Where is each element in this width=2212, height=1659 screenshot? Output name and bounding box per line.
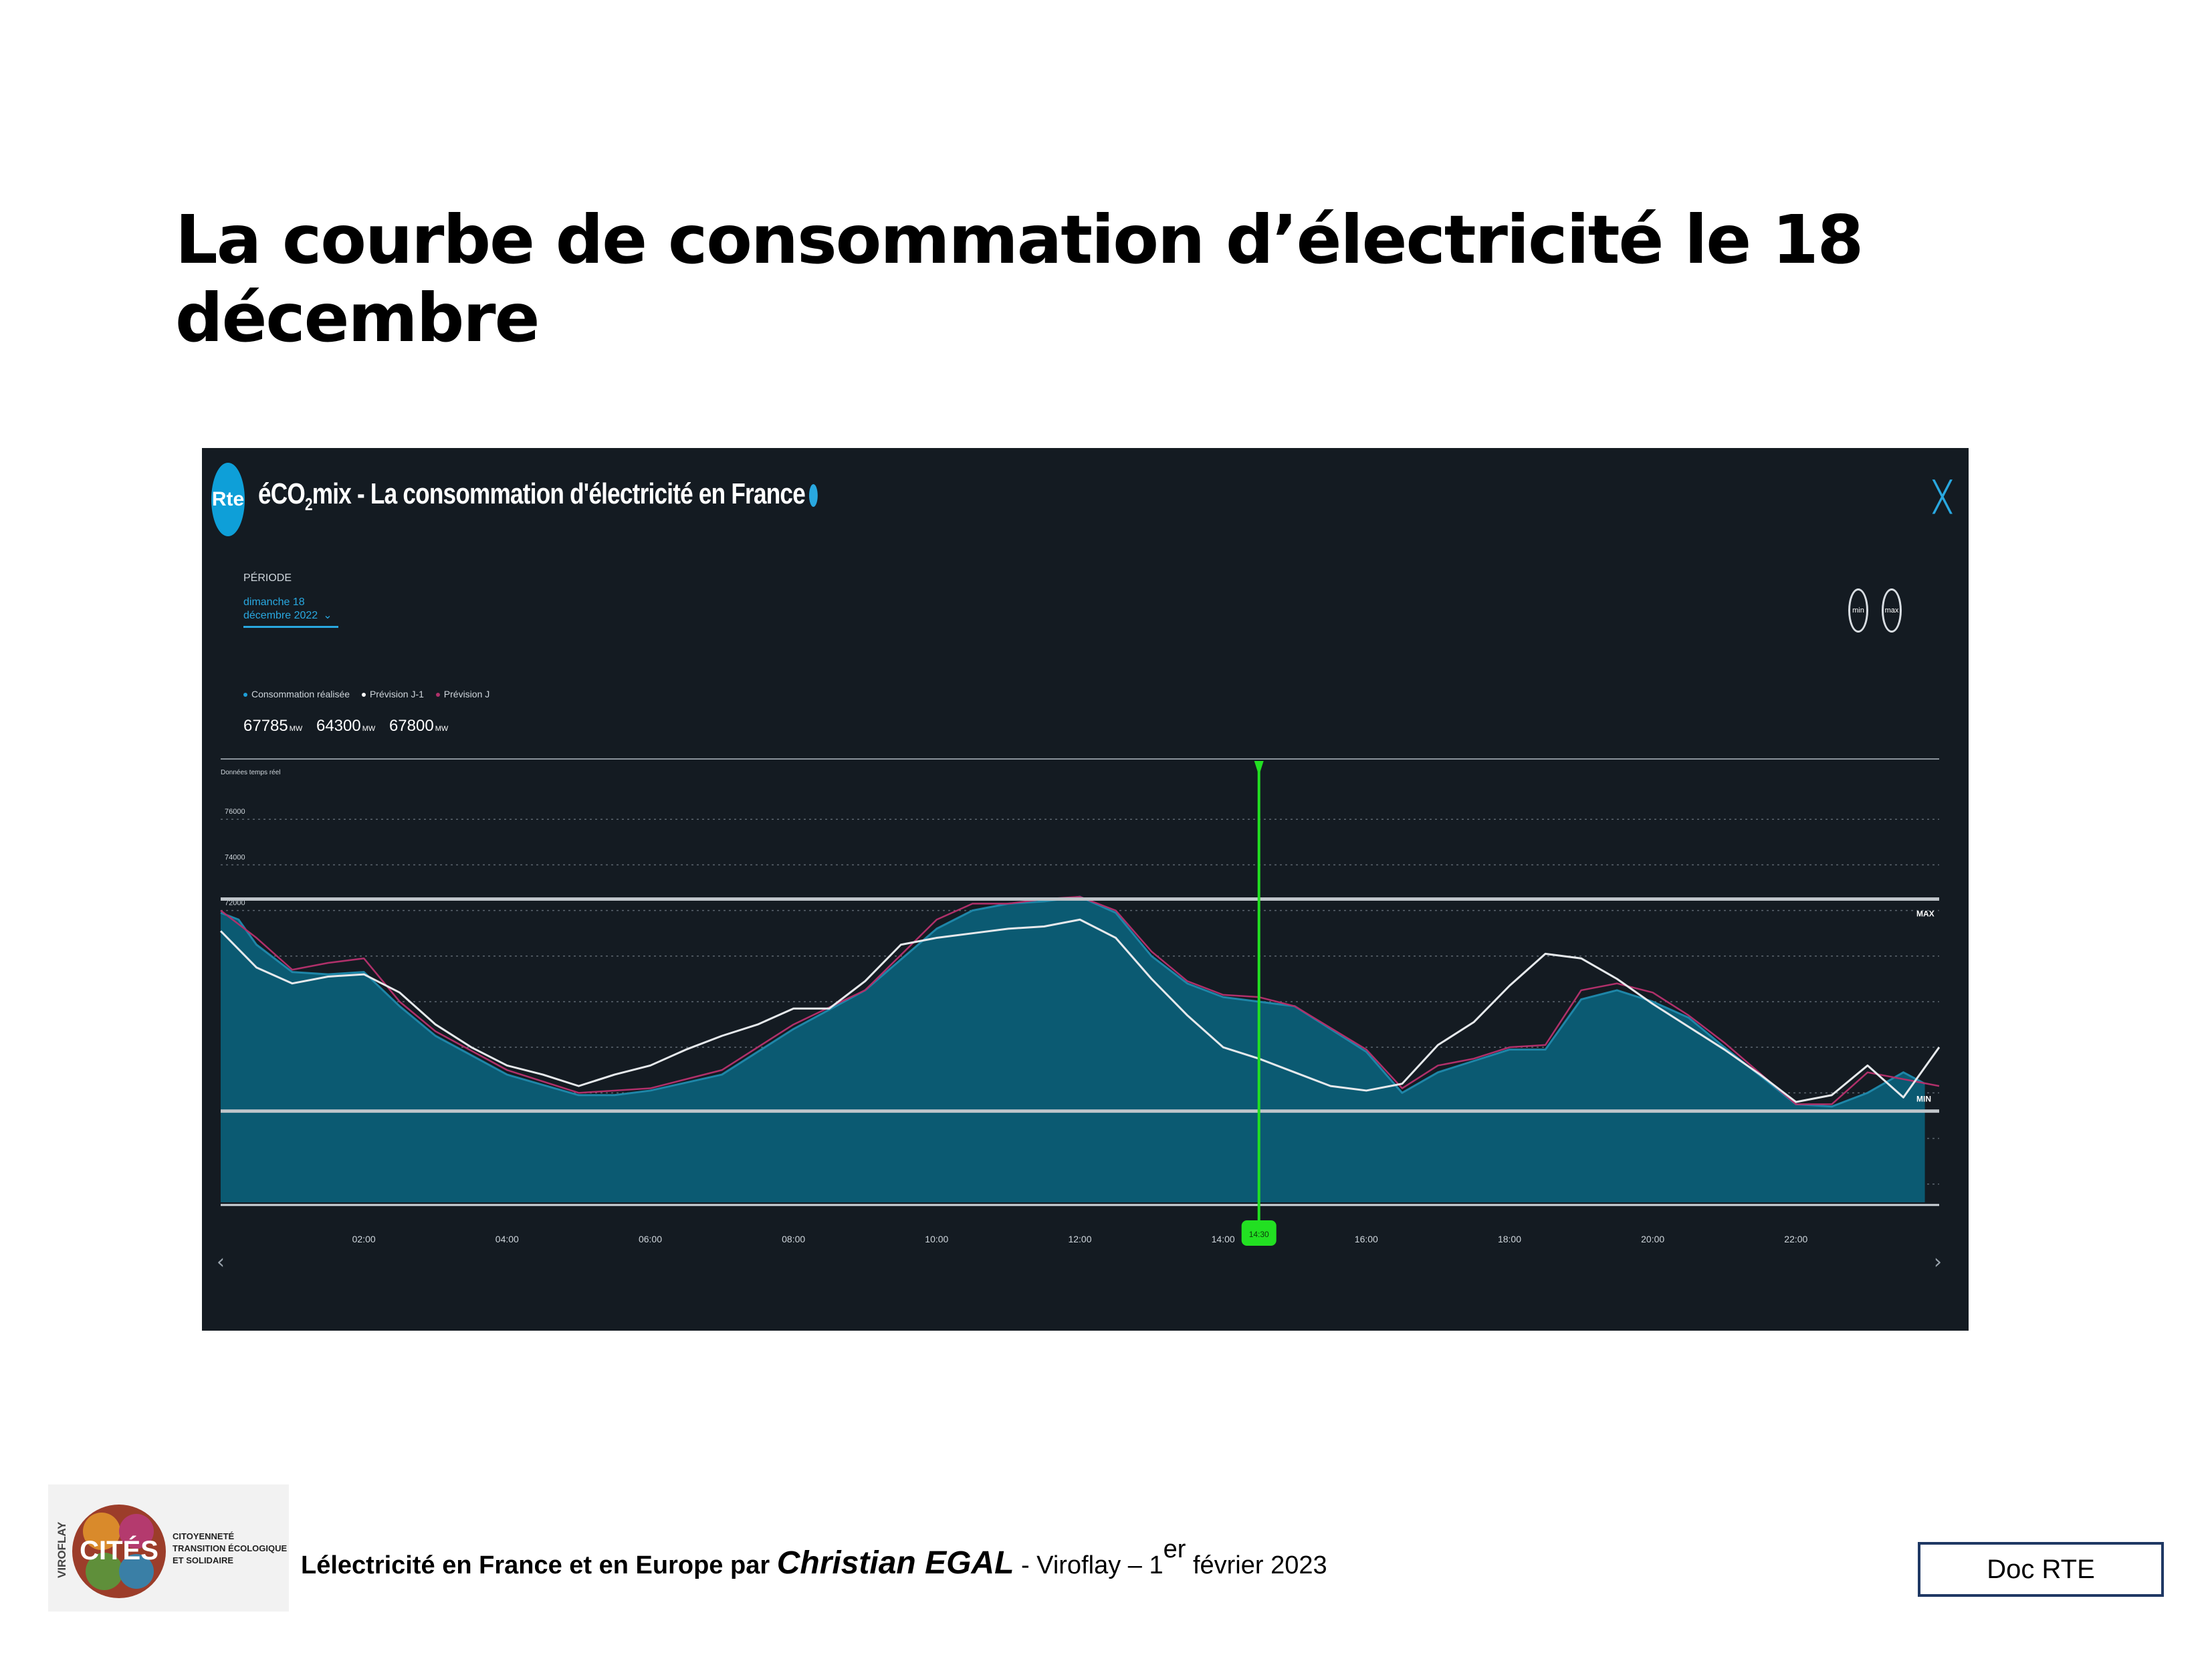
x-tick-label: 02:00 xyxy=(352,1234,376,1244)
app-title: éCO2mix - La consommation d'électricité … xyxy=(258,477,818,515)
series-line-prevision-j xyxy=(220,895,1940,1105)
time-cursor-handle-icon xyxy=(1254,761,1264,776)
periode-select[interactable]: dimanche 18 décembre 2022 ⌄ xyxy=(243,596,338,628)
realtime-label: Données temps réel xyxy=(221,769,281,776)
footer-caption: Lélectricité en France et en Europe par … xyxy=(301,1535,1327,1581)
footer-bold-text: électricité en France et en Europe par xyxy=(316,1551,777,1579)
slide-title: La courbe de consommation d’électricité … xyxy=(175,201,1864,357)
legend-item-consommation[interactable]: Consommation réalisée xyxy=(243,689,350,699)
logo-side-text: VIROFLAY xyxy=(56,1521,68,1578)
consumption-chart[interactable]: Données temps réel6000062000640006600068… xyxy=(202,448,1969,1331)
app-title-suffix: mix - La consommation d'électricité en F… xyxy=(312,477,806,510)
current-values: 67785 MW 64300 MW 67800 MW xyxy=(243,717,457,736)
value-number: 64300 xyxy=(316,717,361,735)
footer-date: février 2023 xyxy=(1186,1551,1327,1579)
x-tick-label: 18:00 xyxy=(1498,1234,1521,1244)
x-tick-label: 08:00 xyxy=(782,1234,805,1244)
info-icon[interactable] xyxy=(809,484,818,508)
next-day-arrow-icon[interactable]: › xyxy=(1934,1250,1942,1274)
y-tick-label: 76000 xyxy=(225,808,245,816)
app-title-sub: 2 xyxy=(304,493,313,514)
time-cursor-badge xyxy=(1241,1220,1277,1246)
series-area-consommation-realisee xyxy=(221,897,1925,1202)
max-button[interactable]: max xyxy=(1882,588,1902,633)
footer-rest: - Viroflay – 1 xyxy=(1014,1551,1164,1579)
logo-line-2: TRANSITION ÉCOLOGIQUE xyxy=(173,1543,288,1553)
logo-line-1: CITOYENNETÉ xyxy=(173,1531,235,1541)
time-cursor-label: 14:30 xyxy=(1249,1230,1269,1239)
x-tick-label: 12:00 xyxy=(1068,1234,1091,1244)
footer-author: Christian EGAL xyxy=(776,1545,1014,1581)
periode-value: dimanche 18 décembre 2022 xyxy=(243,596,318,621)
y-tick-label: 74000 xyxy=(225,853,245,861)
series-line-consommation-realisee xyxy=(220,895,1926,1108)
doc-rte-label: Doc RTE xyxy=(1918,1542,2164,1597)
chevron-down-icon: ⌄ xyxy=(323,610,332,621)
legend-dot-icon xyxy=(435,693,440,697)
legend-dot-icon xyxy=(243,693,247,697)
x-tick-label: 06:00 xyxy=(639,1234,662,1244)
rte-logo: Rte xyxy=(211,463,245,536)
footer-prefix: L xyxy=(301,1551,317,1579)
legend-dot-icon xyxy=(361,693,366,697)
min-marker-label: MIN xyxy=(1916,1095,1931,1104)
y-tick-label: 72000 xyxy=(225,899,245,907)
value-prevision-j1: 64300 MW xyxy=(316,717,375,736)
close-icon[interactable]: ╳ xyxy=(1933,480,1952,514)
eco2mix-screenshot: Rte éCO2mix - La consommation d'électric… xyxy=(202,448,1969,1331)
legend-label: Prévision J xyxy=(443,689,490,699)
value-unit: MW xyxy=(435,725,449,733)
legend-item-prevision-j1[interactable]: Prévision J-1 xyxy=(361,689,424,699)
value-number: 67800 xyxy=(389,717,434,735)
x-tick-label: 04:00 xyxy=(495,1234,519,1244)
x-tick-label: 16:00 xyxy=(1355,1234,1378,1244)
x-tick-label: 22:00 xyxy=(1784,1234,1807,1244)
logo-main-text: CITÉS xyxy=(80,1535,158,1565)
legend: Consommation réalisée Prévision J-1 Prév… xyxy=(243,689,499,699)
logo-line-3: ET SOLIDAIRE xyxy=(173,1555,233,1565)
legend-item-prevision-j[interactable]: Prévision J xyxy=(435,689,490,699)
value-unit: MW xyxy=(289,725,303,733)
max-marker-label: MAX xyxy=(1916,909,1934,919)
legend-label: Consommation réalisée xyxy=(251,689,350,699)
legend-label: Prévision J-1 xyxy=(369,689,424,699)
app-title-prefix: éCO xyxy=(258,477,306,510)
value-number: 67785 xyxy=(243,717,288,735)
value-prevision-j: 67800 MW xyxy=(389,717,448,736)
series-line-prevision-j-1 xyxy=(219,918,1941,1103)
cites-logo: VIROFLAY CITÉS CITOYENNETÉ TRANSITION ÉC… xyxy=(48,1484,289,1612)
x-tick-label: 20:00 xyxy=(1641,1234,1664,1244)
value-unit: MW xyxy=(362,725,376,733)
periode-label: PÉRIODE xyxy=(243,572,292,584)
footer-sup: er xyxy=(1163,1535,1186,1563)
x-tick-label: 14:00 xyxy=(1212,1234,1235,1244)
x-tick-label: 10:00 xyxy=(925,1234,948,1244)
prev-day-arrow-icon[interactable]: ‹ xyxy=(217,1250,225,1274)
min-button[interactable]: min xyxy=(1848,588,1868,633)
value-consommation: 67785 MW xyxy=(243,717,302,736)
